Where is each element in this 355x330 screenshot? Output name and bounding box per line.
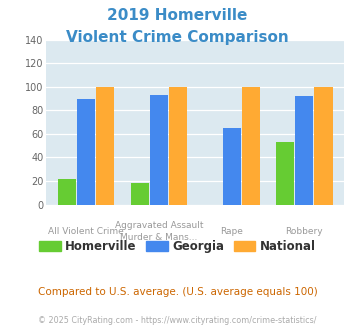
Text: Aggravated Assault: Aggravated Assault xyxy=(115,221,203,230)
Bar xyxy=(223,128,241,205)
Text: All Violent Crime: All Violent Crime xyxy=(48,227,124,236)
Bar xyxy=(314,87,333,205)
Bar xyxy=(77,99,95,205)
Text: Murder & Mans...: Murder & Mans... xyxy=(120,233,198,242)
Text: © 2025 CityRating.com - https://www.cityrating.com/crime-statistics/: © 2025 CityRating.com - https://www.city… xyxy=(38,315,317,325)
Text: 2019 Homerville: 2019 Homerville xyxy=(107,8,248,23)
Bar xyxy=(295,96,313,205)
Bar xyxy=(131,183,149,205)
Text: Violent Crime Comparison: Violent Crime Comparison xyxy=(66,30,289,45)
Bar xyxy=(169,87,187,205)
Text: Compared to U.S. average. (U.S. average equals 100): Compared to U.S. average. (U.S. average … xyxy=(38,287,317,297)
Bar xyxy=(276,142,294,205)
Text: Robbery: Robbery xyxy=(285,227,323,236)
Bar xyxy=(58,179,76,205)
Bar xyxy=(150,95,168,205)
Bar xyxy=(96,87,114,205)
Bar xyxy=(242,87,260,205)
Legend: Homerville, Georgia, National: Homerville, Georgia, National xyxy=(39,240,316,253)
Text: Rape: Rape xyxy=(220,227,243,236)
